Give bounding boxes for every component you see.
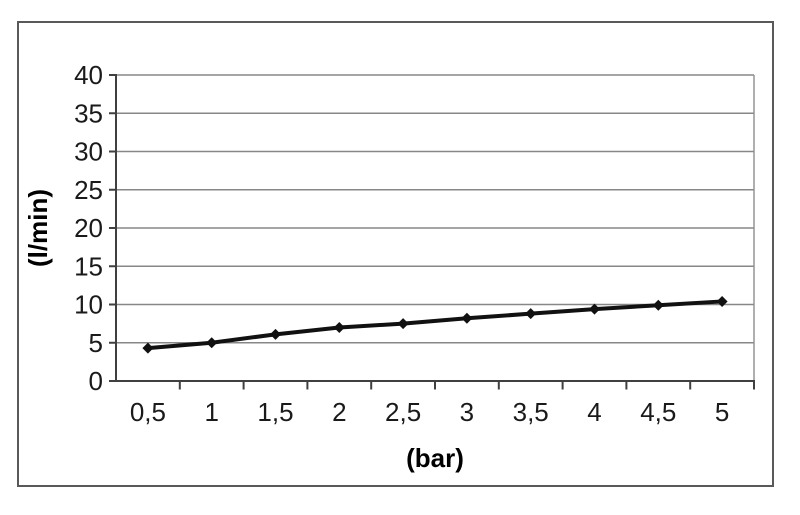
- x-tick-label: 3: [460, 397, 474, 427]
- x-tick-label: 3,5: [513, 397, 549, 427]
- data-point-marker: [270, 328, 281, 340]
- data-series: [142, 295, 728, 354]
- y-tick-label: 35: [74, 98, 103, 128]
- x-tick-label: 4,5: [640, 397, 676, 427]
- x-tick-label: 1: [204, 397, 218, 427]
- data-point-marker: [397, 318, 409, 330]
- chart-outer-border: [17, 21, 774, 487]
- data-point-marker: [716, 295, 728, 307]
- x-tick-label: 2: [332, 397, 346, 427]
- y-tick-label: 20: [74, 213, 103, 243]
- gridlines: [116, 74, 755, 381]
- data-point-marker: [206, 337, 218, 349]
- x-tick-label: 1,5: [257, 397, 293, 427]
- axes: [109, 74, 755, 390]
- data-point-marker: [589, 303, 600, 315]
- y-tick-label: 40: [74, 60, 103, 90]
- data-point-marker: [652, 299, 664, 311]
- y-axis-title: (l/min): [23, 189, 53, 267]
- y-tick-label: 5: [89, 328, 103, 358]
- y-tick-label: 15: [74, 251, 103, 281]
- data-point-marker: [461, 312, 473, 324]
- data-point-marker: [525, 308, 537, 320]
- data-point-marker: [333, 321, 345, 333]
- tick-labels: 0 5 10 15 20 25 30 35 40 0,5 1 1,5 2 2,5 3 3,5 4 4,5 5: [74, 60, 729, 427]
- data-point-marker: [142, 342, 154, 354]
- series-line: [145, 299, 725, 351]
- x-tick-label: 4: [587, 397, 601, 427]
- x-tick-label: 0,5: [130, 397, 166, 427]
- x-axis-title: (bar): [406, 443, 464, 473]
- x-tick-label: 2,5: [385, 397, 421, 427]
- y-tick-label: 10: [74, 290, 103, 320]
- y-tick-label: 30: [74, 137, 103, 167]
- y-tick-label: 0: [89, 366, 103, 396]
- x-tick-label: 5: [715, 397, 729, 427]
- y-tick-label: 25: [74, 175, 103, 205]
